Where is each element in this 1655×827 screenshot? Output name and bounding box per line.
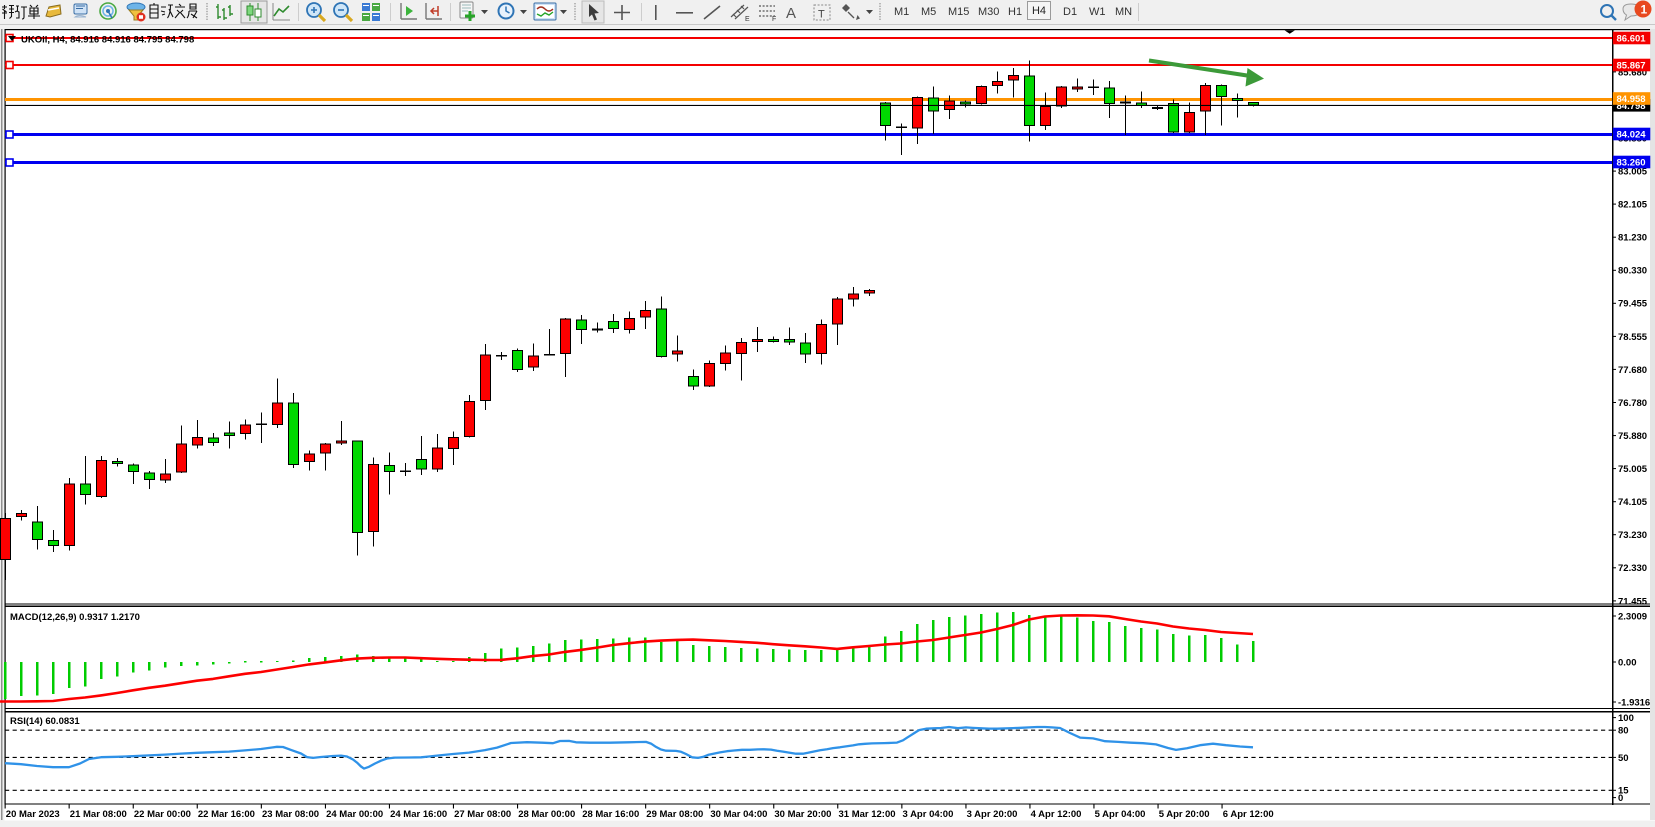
svg-text:80: 80 <box>1618 726 1629 737</box>
svg-text:24 Mar 16:00: 24 Mar 16:00 <box>390 809 447 820</box>
svg-text:2.3009: 2.3009 <box>1618 611 1647 622</box>
svg-text:27 Mar 08:00: 27 Mar 08:00 <box>454 809 511 820</box>
svg-text:T: T <box>818 9 825 21</box>
svg-text:5 Apr 20:00: 5 Apr 20:00 <box>1159 809 1210 820</box>
svg-text:28 Mar 16:00: 28 Mar 16:00 <box>582 809 639 820</box>
svg-text:50: 50 <box>1618 753 1629 764</box>
svg-text:6 Apr 12:00: 6 Apr 12:00 <box>1223 809 1274 820</box>
svg-text:MACD(12,26,9) 0.9317 1.2170: MACD(12,26,9) 0.9317 1.2170 <box>10 612 140 623</box>
svg-text:29 Mar 08:00: 29 Mar 08:00 <box>646 809 703 820</box>
svg-text:83.260: 83.260 <box>1617 158 1646 169</box>
svg-text:0: 0 <box>1618 793 1623 804</box>
svg-text:72.330: 72.330 <box>1618 563 1647 574</box>
svg-text:-1.9316: -1.9316 <box>1618 697 1650 708</box>
svg-text:3 Apr 20:00: 3 Apr 20:00 <box>967 809 1018 820</box>
svg-text:UKOil, H4, 84.916 84.916 84.79: UKOil, H4, 84.916 84.916 84.795 84.798 <box>21 35 194 46</box>
svg-text:30 Mar 20:00: 30 Mar 20:00 <box>774 809 831 820</box>
svg-text:22 Mar 16:00: 22 Mar 16:00 <box>198 809 255 820</box>
svg-text:5 Apr 04:00: 5 Apr 04:00 <box>1095 809 1146 820</box>
svg-text:84.024: 84.024 <box>1617 130 1647 141</box>
svg-text:79.455: 79.455 <box>1618 299 1648 310</box>
svg-text:85.867: 85.867 <box>1617 61 1646 72</box>
svg-text:24 Mar 00:00: 24 Mar 00:00 <box>326 809 383 820</box>
svg-text:3 Apr 04:00: 3 Apr 04:00 <box>903 809 954 820</box>
svg-text:21 Mar 08:00: 21 Mar 08:00 <box>70 809 127 820</box>
svg-text:31 Mar 12:00: 31 Mar 12:00 <box>839 809 896 820</box>
svg-text:0.00: 0.00 <box>1618 657 1637 668</box>
svg-text:83.005: 83.005 <box>1618 167 1648 178</box>
svg-text:F: F <box>772 16 776 23</box>
svg-text:84.798: 84.798 <box>1617 101 1646 112</box>
svg-text:78.555: 78.555 <box>1618 332 1648 343</box>
svg-text:22 Mar 00:00: 22 Mar 00:00 <box>134 809 191 820</box>
svg-text:23 Mar 08:00: 23 Mar 08:00 <box>262 809 319 820</box>
svg-text:71.455: 71.455 <box>1618 596 1648 607</box>
svg-text:15: 15 <box>1618 786 1629 797</box>
svg-text:85.680: 85.680 <box>1618 67 1647 78</box>
svg-text:A: A <box>786 5 796 22</box>
svg-text:76.780: 76.780 <box>1618 398 1647 409</box>
svg-text:1: 1 <box>1641 3 1648 17</box>
svg-text:82.105: 82.105 <box>1618 200 1648 211</box>
svg-text:20 Mar 2023: 20 Mar 2023 <box>6 809 60 820</box>
svg-text:86.601: 86.601 <box>1617 34 1647 45</box>
svg-text:81.230: 81.230 <box>1618 233 1647 244</box>
svg-text:77.680: 77.680 <box>1618 365 1647 376</box>
svg-text:75.880: 75.880 <box>1618 431 1647 442</box>
svg-text:74.105: 74.105 <box>1618 497 1648 508</box>
svg-text:4 Apr 12:00: 4 Apr 12:00 <box>1031 809 1082 820</box>
svg-text:80.330: 80.330 <box>1618 266 1647 277</box>
svg-text:84.958: 84.958 <box>1617 94 1646 105</box>
svg-text:E: E <box>745 16 750 23</box>
svg-text:28 Mar 00:00: 28 Mar 00:00 <box>518 809 575 820</box>
svg-text:100: 100 <box>1618 713 1634 724</box>
svg-text:30 Mar 04:00: 30 Mar 04:00 <box>710 809 767 820</box>
svg-text:73.230: 73.230 <box>1618 530 1647 541</box>
svg-text:75.005: 75.005 <box>1618 464 1648 475</box>
svg-text:RSI(14) 60.0831: RSI(14) 60.0831 <box>10 716 80 727</box>
